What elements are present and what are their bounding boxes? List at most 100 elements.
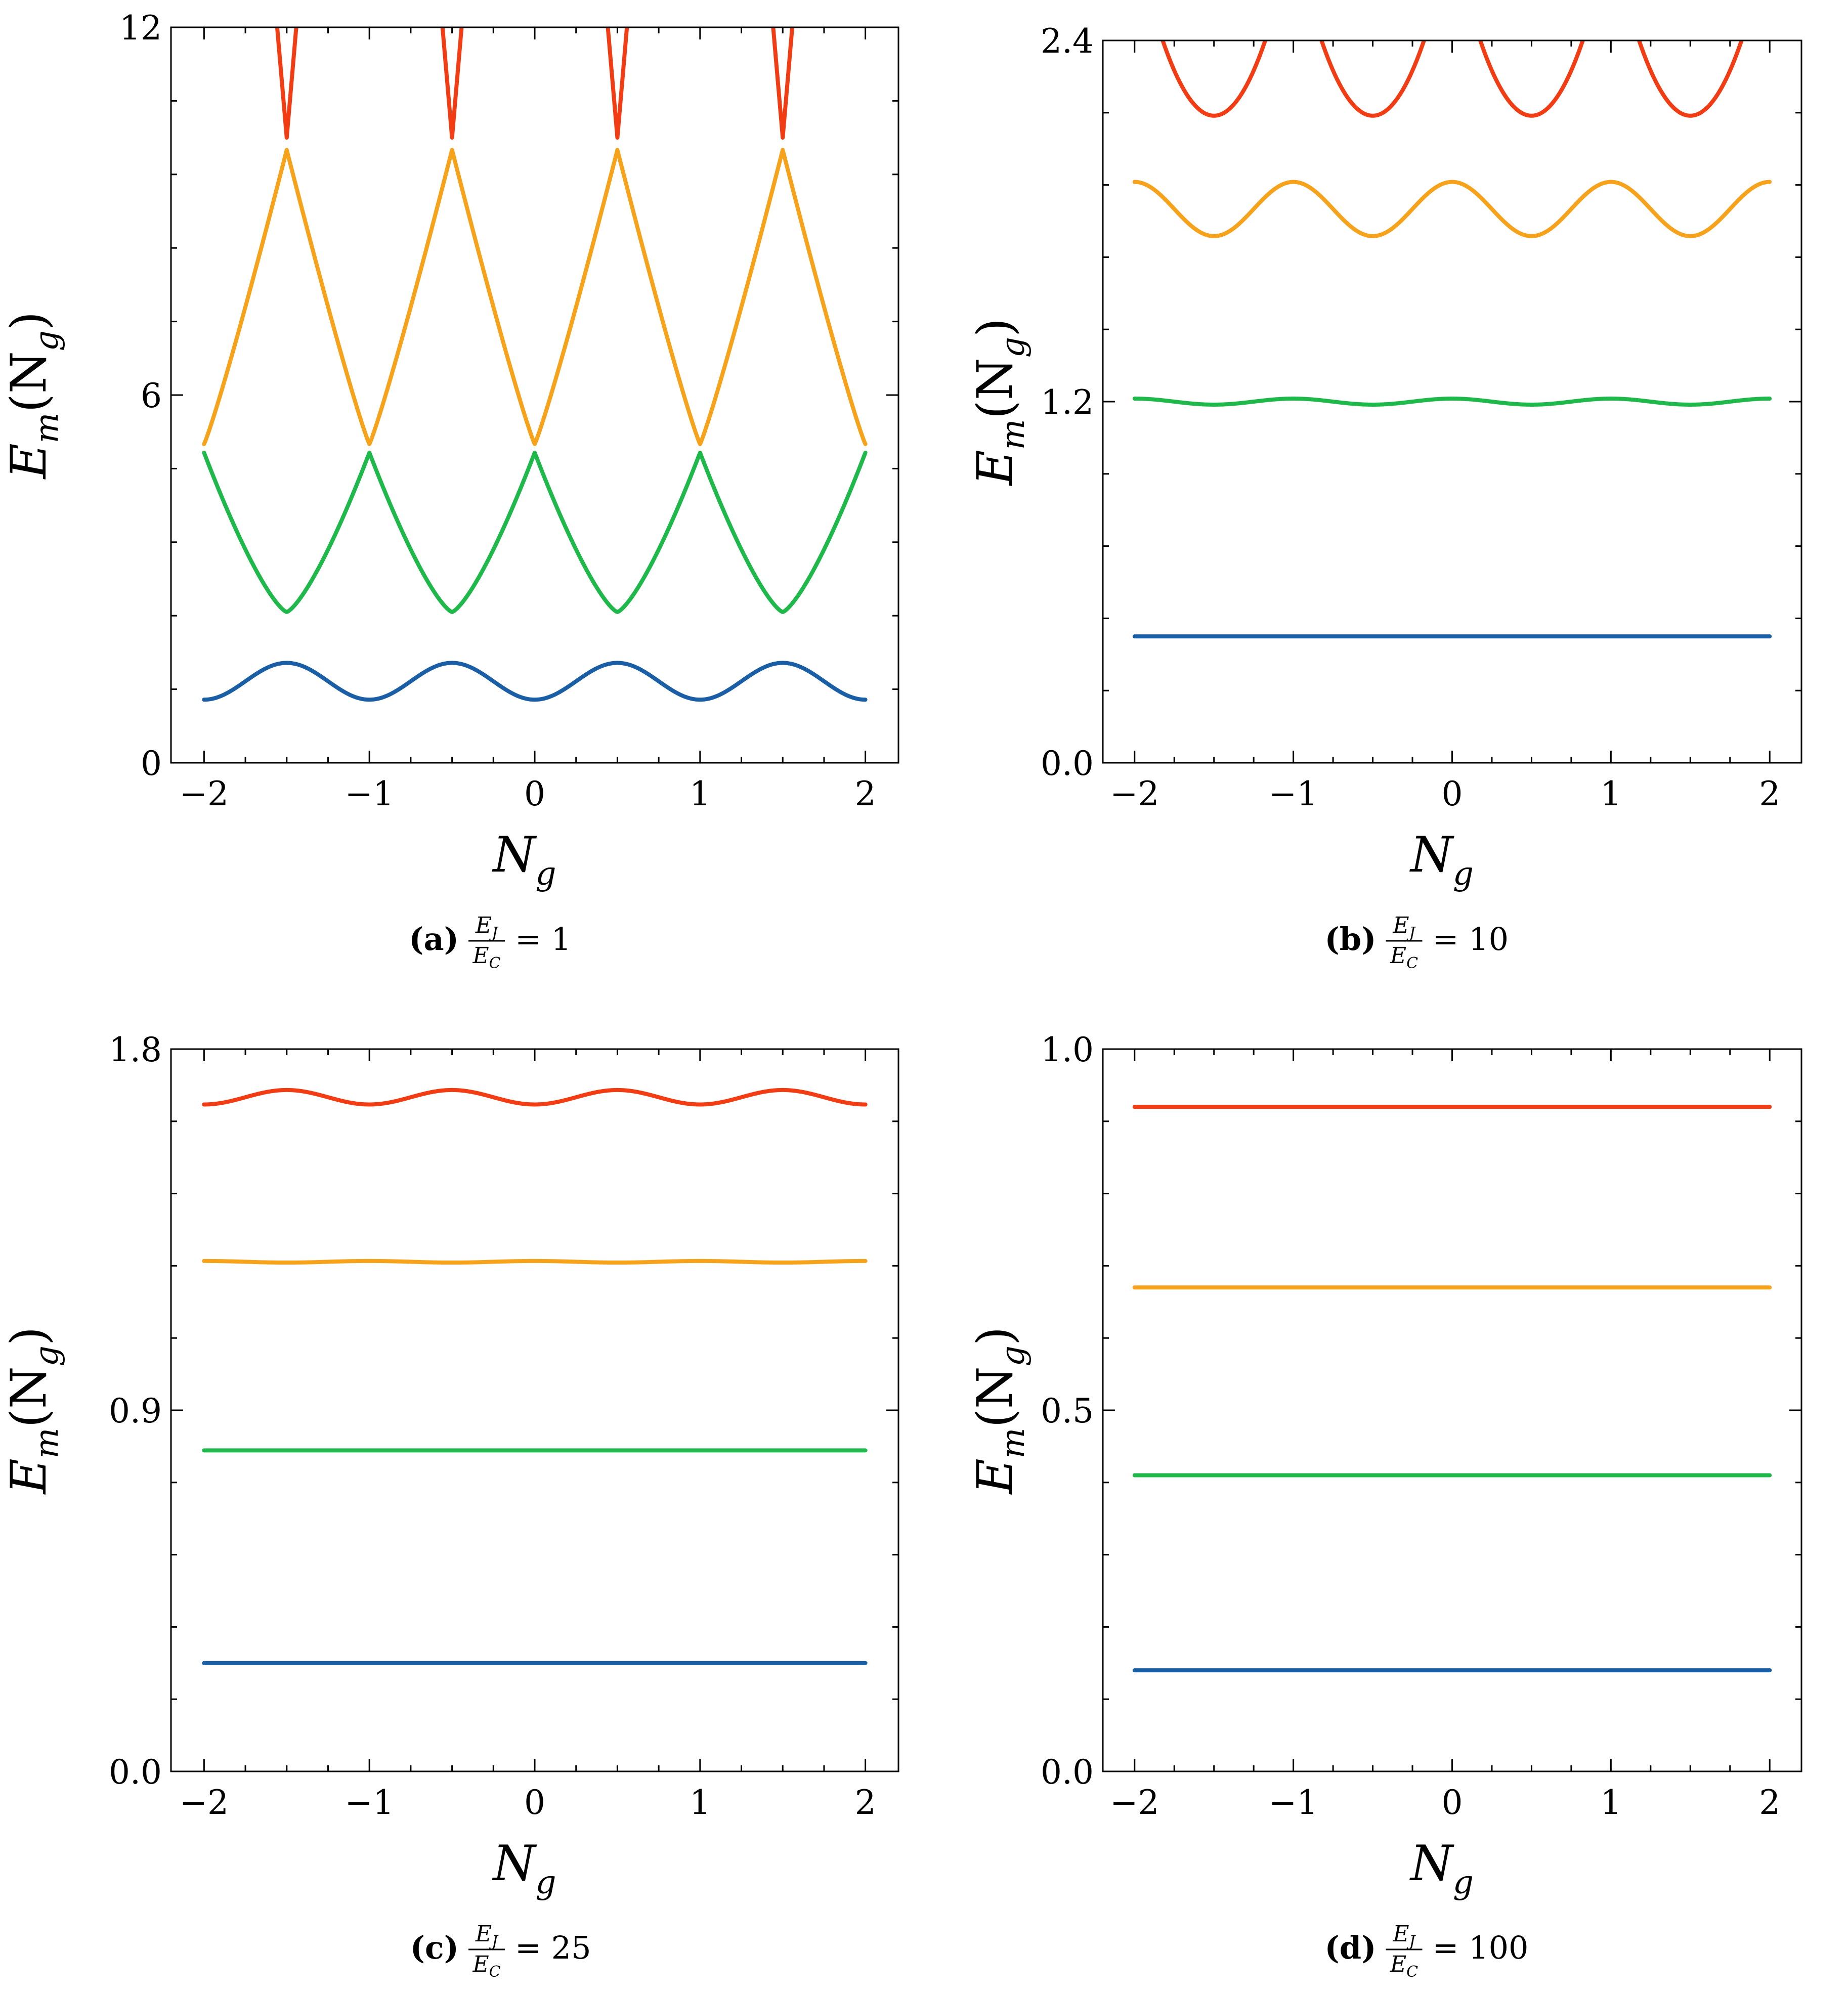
x-axis-label-sub: g (536, 855, 556, 893)
y-axis-label-main: E (967, 1458, 1023, 1495)
x-tick-label: 1 (1600, 1783, 1621, 1822)
caption-fraction-numerator: EJ (475, 913, 499, 942)
x-axis-label-sub: g (536, 1864, 556, 1901)
x-axis-label-sub: g (1453, 855, 1474, 893)
x-tick-label: 0 (524, 1783, 545, 1822)
x-tick-label: 0 (524, 774, 545, 813)
y-tick-label: 0.5 (1041, 1392, 1094, 1430)
y-axis-label-close: ) (1, 1327, 57, 1346)
series-line-level-3 (202, 1088, 868, 1107)
y-axis-label-main: E (1, 1458, 57, 1495)
series-line-level-0 (202, 661, 868, 702)
caption-panel-label: (b) (1324, 921, 1376, 958)
y-axis-label-group: Em(Ng) (967, 1327, 1032, 1495)
x-tick-label: 2 (1759, 1783, 1780, 1822)
x-tick-label: −2 (1110, 1783, 1159, 1822)
y-axis-label-group: Em(Ng) (1, 1327, 66, 1495)
y-axis-label: Em(Ng) (1, 1327, 66, 1495)
caption-denominator-main: E (472, 1951, 489, 1977)
y-tick-label: 0.0 (109, 1753, 162, 1792)
caption-ratio-value: = 100 (1433, 1929, 1529, 1966)
y-axis-label-arg: (N (967, 1366, 1023, 1427)
caption-fraction-denominator: EC (472, 943, 500, 972)
caption-panel-label: (d) (1324, 1929, 1376, 1966)
y-tick-label: 1.8 (109, 1030, 162, 1069)
series-group (1132, 40, 1772, 639)
x-tick-label: −2 (180, 774, 229, 813)
caption-denominator-sub: C (489, 954, 501, 972)
caption-ratio-value: = 10 (1433, 921, 1509, 958)
x-tick-label: −1 (1269, 1783, 1318, 1822)
y-axis-label: Em(Ng) (967, 1327, 1032, 1495)
y-axis-label-close: ) (1, 312, 57, 330)
series-line-level-3 (1161, 40, 1744, 118)
y-axis-label: Em(Ng) (967, 318, 1032, 487)
x-axis-label-main: N (492, 1835, 537, 1892)
caption-fraction-numerator: EJ (475, 1921, 499, 1950)
x-tick-label: −1 (1269, 774, 1318, 813)
series-line-level-3 (275, 27, 795, 140)
x-axis-label: Ng (1409, 827, 1474, 893)
x-axis-label-main: N (1409, 827, 1454, 883)
y-axis-label-arg: (N (1, 351, 57, 412)
y-tick-label: 1.0 (1041, 1030, 1094, 1069)
caption-ratio-value: = 1 (515, 921, 571, 958)
y-axis-label-arg: (N (1, 1366, 57, 1427)
y-tick-label: 0.0 (1041, 744, 1094, 783)
y-tick-label: 12 (119, 9, 162, 48)
y-axis-label-arg-sub: g (28, 1346, 66, 1366)
caption-denominator-sub: C (1406, 954, 1418, 972)
y-tick-label: 1.2 (1041, 383, 1094, 422)
series-line-level-1 (1132, 397, 1772, 407)
x-tick-label: 1 (690, 774, 711, 813)
caption-numerator-main: E (1392, 1921, 1409, 1947)
y-axis-label-sub: m (995, 1428, 1032, 1459)
caption-panel-label: (c) (410, 1929, 459, 1966)
series-group (202, 27, 868, 702)
x-tick-label: −2 (180, 1783, 229, 1822)
y-axis-label-group: Em(Ng) (1, 312, 66, 480)
y-tick-label: 2.4 (1041, 22, 1094, 61)
plot-frame (1102, 39, 1802, 764)
caption-fraction-denominator: EC (1390, 1951, 1418, 1981)
plot-frame (170, 26, 899, 764)
caption-numerator-main: E (475, 1921, 492, 1947)
x-tick-label: 1 (690, 1783, 711, 1822)
y-tick-label: 0.9 (109, 1392, 162, 1430)
caption-fraction-denominator: EC (472, 1951, 500, 1981)
caption-numerator-main: E (1392, 913, 1409, 938)
x-tick-label: −2 (1110, 774, 1159, 813)
y-axis-label-close: ) (967, 1327, 1023, 1346)
x-tick-label: 2 (855, 1783, 876, 1822)
y-tick-label: 0.0 (1041, 1753, 1094, 1792)
y-axis-label-arg-sub: g (28, 330, 66, 351)
x-axis-label: Ng (492, 827, 556, 893)
y-axis-label-sub: m (995, 419, 1032, 450)
y-tick-label: 6 (141, 376, 162, 415)
caption-denominator-main: E (472, 943, 489, 969)
y-tick-label: 0 (141, 744, 162, 783)
x-axis-label: Ng (492, 1835, 556, 1901)
y-axis-label-arg: (N (967, 358, 1023, 419)
y-axis-label-main: E (967, 450, 1023, 486)
x-axis-label-main: N (492, 827, 537, 883)
plot-frame (1102, 1048, 1802, 1772)
caption-numerator-main: E (475, 913, 492, 938)
y-axis-label-close: ) (967, 318, 1023, 337)
x-tick-label: 1 (1600, 774, 1621, 813)
series-line-level-2 (202, 148, 868, 446)
x-tick-label: 2 (855, 774, 876, 813)
caption-fraction-numerator: EJ (1392, 913, 1416, 942)
y-axis-label-group: Em(Ng) (967, 318, 1032, 487)
x-tick-label: 0 (1442, 1783, 1463, 1822)
caption-denominator-main: E (1390, 943, 1406, 969)
